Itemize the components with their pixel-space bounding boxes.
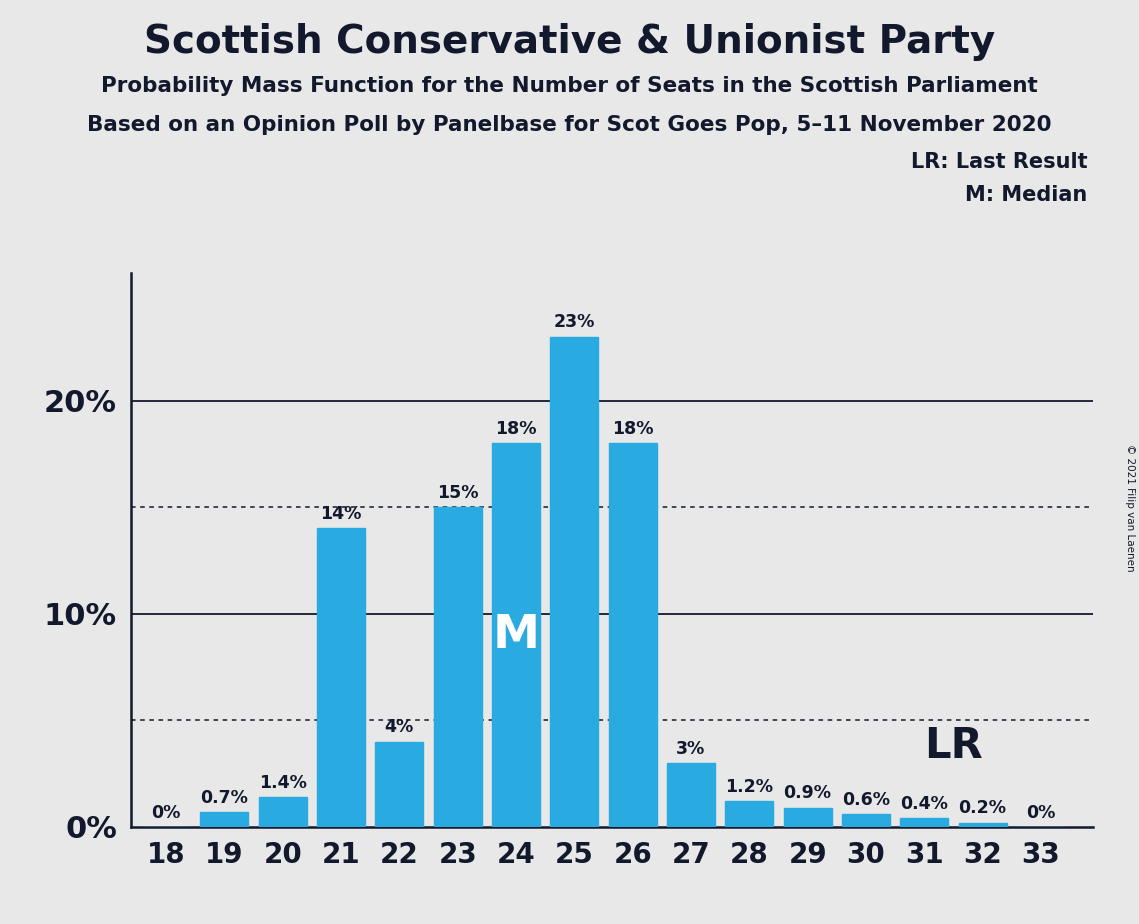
Text: LR: Last Result: LR: Last Result <box>911 152 1088 173</box>
Text: 15%: 15% <box>437 484 478 502</box>
Text: 3%: 3% <box>677 740 705 758</box>
Bar <box>842 814 890 827</box>
Bar <box>784 808 831 827</box>
Bar <box>959 822 1007 827</box>
Text: © 2021 Filip van Laenen: © 2021 Filip van Laenen <box>1125 444 1134 572</box>
Text: LR: LR <box>924 725 983 767</box>
Text: 0%: 0% <box>151 804 181 821</box>
Bar <box>726 801 773 827</box>
Text: M: Median: M: Median <box>966 185 1088 205</box>
Bar <box>434 507 482 827</box>
Text: 0.9%: 0.9% <box>784 784 831 802</box>
Bar <box>376 742 424 827</box>
Text: 0.2%: 0.2% <box>959 799 1007 818</box>
Text: 23%: 23% <box>554 313 595 331</box>
Text: 0%: 0% <box>1026 804 1056 821</box>
Text: 0.6%: 0.6% <box>842 791 890 808</box>
Text: 1.4%: 1.4% <box>259 773 306 792</box>
Bar <box>492 444 540 827</box>
Text: 18%: 18% <box>495 419 536 438</box>
Bar <box>667 763 715 827</box>
Text: 4%: 4% <box>385 718 413 736</box>
Text: 0.7%: 0.7% <box>200 789 248 807</box>
Text: 18%: 18% <box>612 419 654 438</box>
Bar <box>608 444 656 827</box>
Text: Scottish Conservative & Unionist Party: Scottish Conservative & Unionist Party <box>144 23 995 61</box>
Text: 14%: 14% <box>320 505 362 523</box>
Bar <box>259 797 306 827</box>
Text: 1.2%: 1.2% <box>726 778 773 796</box>
Bar <box>200 812 248 827</box>
Text: 0.4%: 0.4% <box>900 796 949 813</box>
Text: Probability Mass Function for the Number of Seats in the Scottish Parliament: Probability Mass Function for the Number… <box>101 76 1038 96</box>
Text: M: M <box>492 613 540 658</box>
Bar <box>900 819 948 827</box>
Text: Based on an Opinion Poll by Panelbase for Scot Goes Pop, 5–11 November 2020: Based on an Opinion Poll by Panelbase fo… <box>88 115 1051 135</box>
Bar <box>550 336 598 827</box>
Bar <box>317 529 364 827</box>
